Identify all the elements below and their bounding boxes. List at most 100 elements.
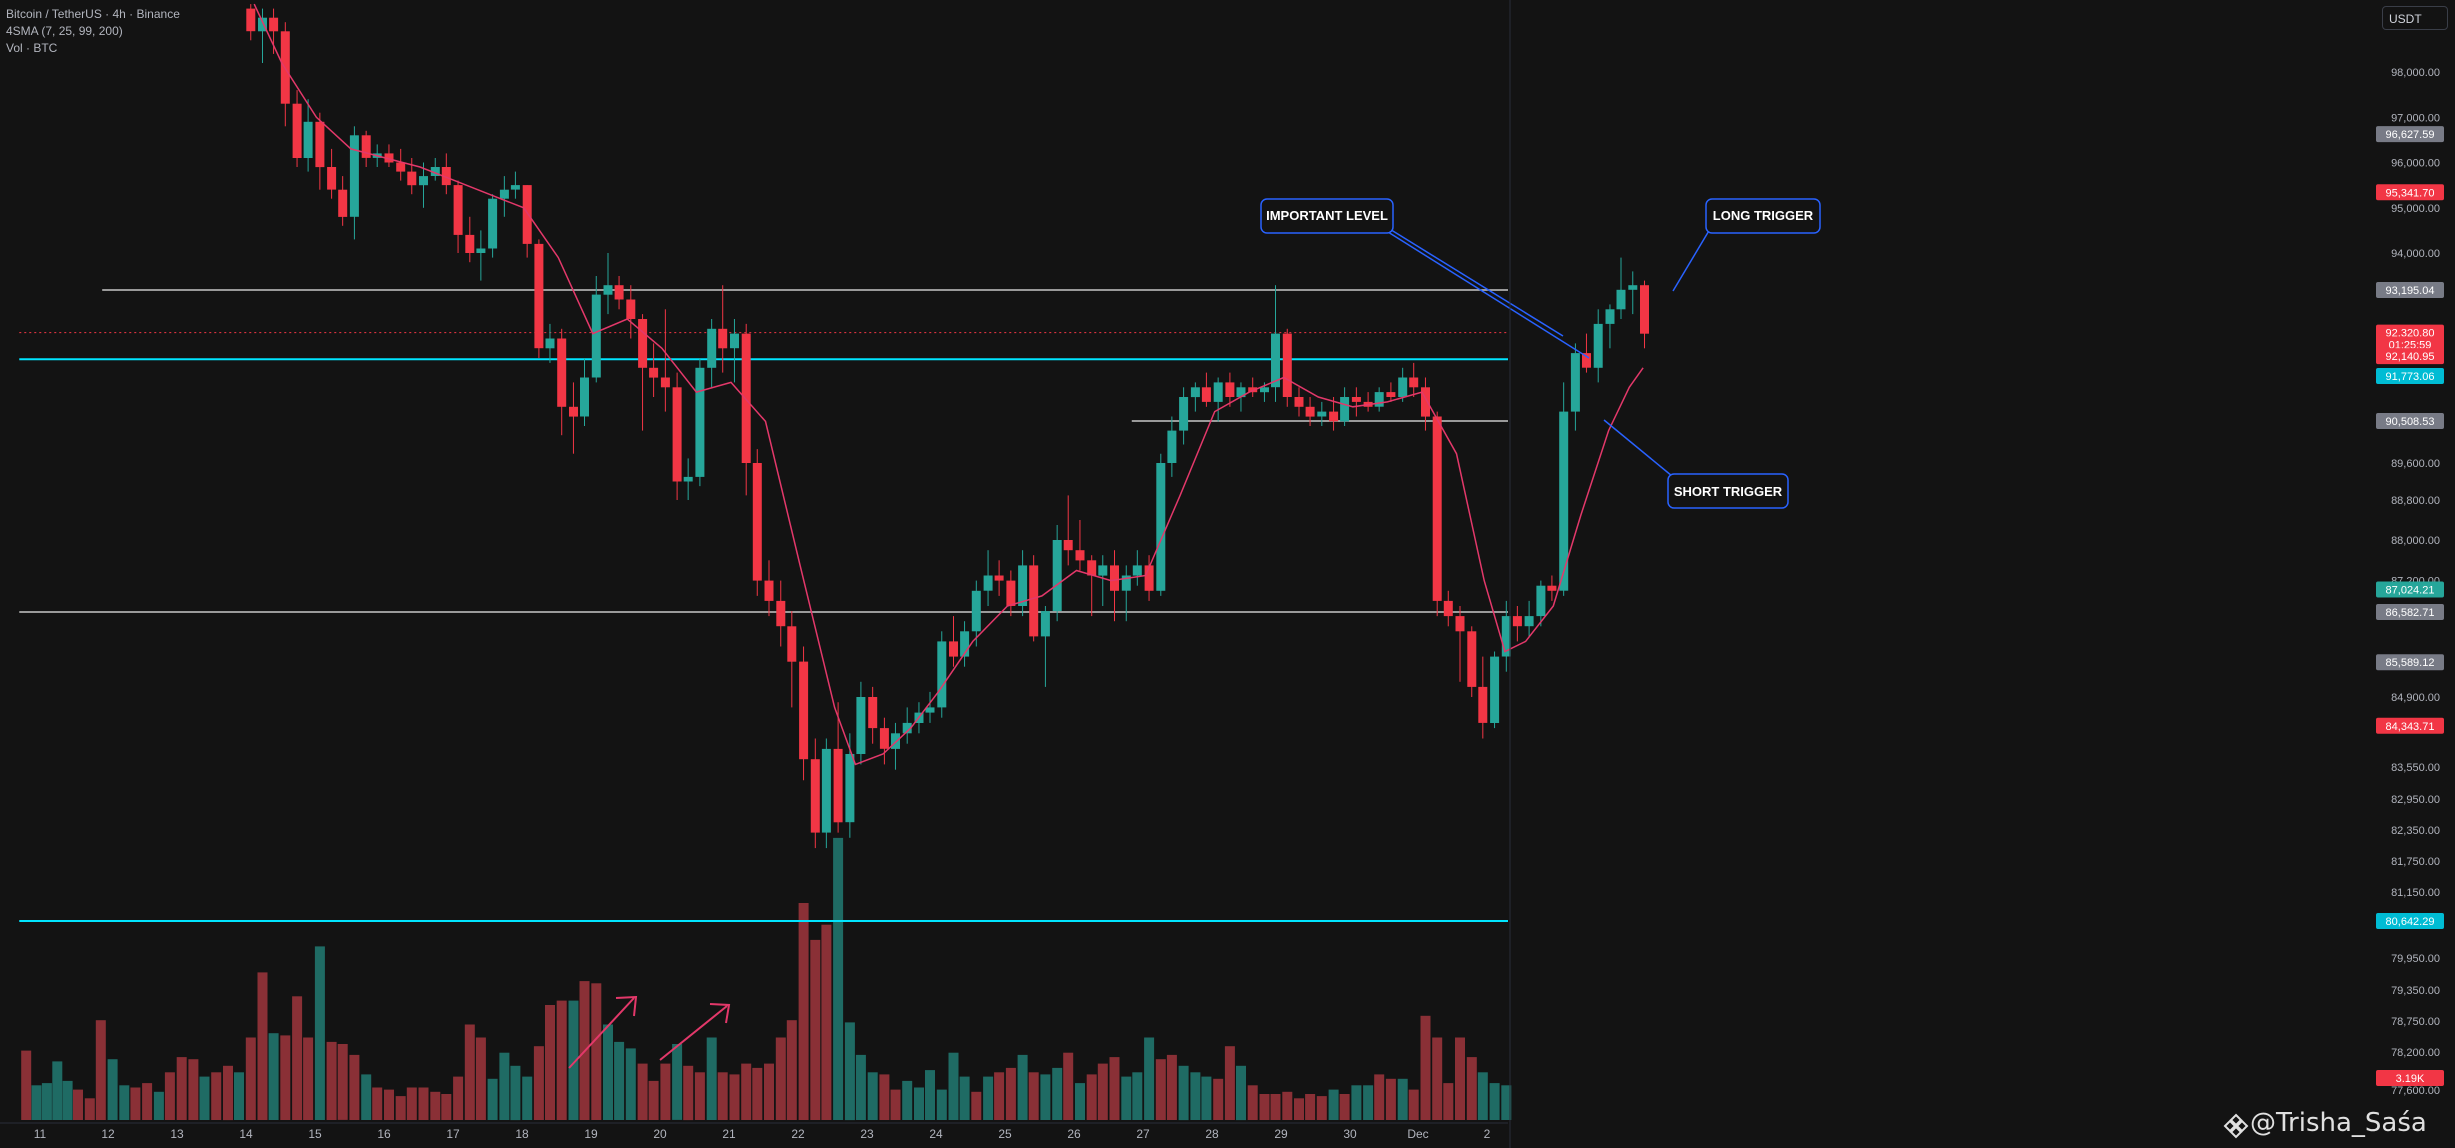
candle-body <box>292 103 302 158</box>
volume-bar <box>879 1074 890 1120</box>
volume-bar <box>890 1089 901 1120</box>
candle-body <box>672 387 682 482</box>
time-tick-label: 2 <box>1484 1127 1491 1141</box>
volume-bar <box>1305 1094 1316 1120</box>
candle-body <box>1409 377 1419 388</box>
candle-body <box>1029 565 1039 637</box>
candle-body <box>1305 406 1315 417</box>
volume-bar <box>142 1083 153 1120</box>
candle-body <box>614 285 624 300</box>
candle-body <box>327 167 337 190</box>
indicator-legend[interactable]: 4SMA (7, 25, 99, 200) <box>6 24 123 38</box>
time-axis[interactable]: 11 12 13 14 15 16 17 18 19 20 21 22 23 24 25 26 27 28 29 30… <box>0 1122 1508 1141</box>
important-level-box[interactable] <box>1260 198 1394 234</box>
price-tick-label: 79,350.00 <box>2391 985 2440 997</box>
volume-bar <box>1144 1037 1155 1120</box>
price-axis[interactable]: 98,000.00 97,000.00 96,000.00 95,000.00 94,0… <box>1509 0 2440 1148</box>
candle-body <box>361 135 371 158</box>
price-tick-label: 83,550.00 <box>2391 762 2440 774</box>
important-level-label: IMPORTANT LEVEL <box>1266 208 1388 223</box>
volume-bar <box>764 1063 774 1120</box>
candle-body <box>707 328 717 368</box>
candle-body <box>522 185 532 244</box>
candle-body <box>1294 397 1304 407</box>
time-tick-label: 24 <box>929 1127 943 1141</box>
price-tag-label: 96,627.59 <box>2386 129 2435 141</box>
volume-bar <box>914 1087 924 1120</box>
candle-body <box>1167 430 1177 463</box>
time-tick-label: 12 <box>101 1127 115 1141</box>
volume-legend[interactable]: Vol · BTC <box>6 41 58 55</box>
volume-bar <box>1201 1076 1212 1120</box>
watermark: @Trisha_Saśa <box>2250 1108 2427 1138</box>
price-tick-label: 77,600.00 <box>2391 1085 2440 1097</box>
volume-bar <box>1374 1074 1385 1120</box>
volume-bar <box>349 1054 360 1120</box>
candle-body <box>868 697 878 729</box>
volume-bar <box>603 1024 613 1120</box>
volume-bar <box>1363 1085 1374 1120</box>
price-tick-label: 88,800.00 <box>2391 495 2440 507</box>
volume-bar <box>223 1065 233 1121</box>
candle-body <box>1225 382 1235 397</box>
long-trigger-box[interactable] <box>1705 198 1821 234</box>
candle-body <box>488 198 498 249</box>
volume-bar <box>786 1020 797 1120</box>
price-tag-label: 3.19K <box>2396 1073 2425 1085</box>
price-tag <box>2376 348 2444 365</box>
volume-bar <box>971 1091 982 1120</box>
volume-bar <box>1466 1057 1477 1120</box>
binance-logo-icon <box>2223 1113 2249 1139</box>
time-tick-label: 17 <box>446 1127 460 1141</box>
candle-body <box>419 176 428 186</box>
candle-body <box>396 162 406 172</box>
candle-body <box>1329 411 1339 422</box>
candle-body <box>960 631 970 657</box>
price-tag-label: 84,343.71 <box>2386 721 2435 733</box>
candle-body <box>1501 616 1511 657</box>
candle-body <box>1547 585 1557 591</box>
volume-bar <box>1339 1094 1350 1120</box>
volume-bar <box>52 1061 63 1120</box>
price-tag <box>2376 654 2444 671</box>
volume-bar <box>326 1041 337 1120</box>
annotations[interactable]: IMPORTANT LEVEL LONG TRIGGER SHORT TRIGG… <box>1260 198 1821 509</box>
candle-body <box>1282 333 1292 397</box>
candle-body <box>776 600 786 627</box>
candle-body <box>660 377 670 388</box>
currency-button[interactable]: USDT <box>2382 6 2448 30</box>
volume-bar <box>844 1022 855 1121</box>
volume-bar <box>211 1072 222 1120</box>
candle-body <box>1317 411 1327 417</box>
candle-body <box>1374 392 1384 407</box>
candle-body <box>430 167 440 176</box>
volume-bar <box>729 1074 740 1120</box>
horizontal-levels[interactable] <box>19 289 1508 922</box>
candle-body <box>1110 565 1119 591</box>
volume-bar <box>1408 1089 1419 1120</box>
short-trigger-box[interactable] <box>1667 473 1789 509</box>
time-tick-label: 14 <box>239 1127 253 1141</box>
volume-bar <box>1328 1089 1339 1120</box>
volume-bar <box>292 996 303 1120</box>
volume-bar <box>1005 1067 1016 1120</box>
price-tag <box>2376 1070 2444 1086</box>
candle-body <box>1156 463 1166 591</box>
time-tick-label: 15 <box>308 1127 322 1141</box>
volume-bar <box>406 1087 417 1120</box>
candle-body <box>476 248 486 253</box>
candle-body <box>1421 387 1430 417</box>
volume-bar <box>119 1085 130 1120</box>
volume-bar <box>280 1035 291 1120</box>
price-tag-label: 90,508.53 <box>2386 416 2435 428</box>
volume-bar <box>522 1076 533 1120</box>
candle-body <box>1582 353 1591 368</box>
candle-body <box>603 285 613 295</box>
volume-bar <box>1236 1065 1246 1121</box>
candle-body <box>1478 686 1488 723</box>
candle-body <box>730 333 739 349</box>
candle-body <box>269 17 279 32</box>
volume-bar <box>855 1054 866 1120</box>
volume-bar <box>994 1072 1005 1120</box>
